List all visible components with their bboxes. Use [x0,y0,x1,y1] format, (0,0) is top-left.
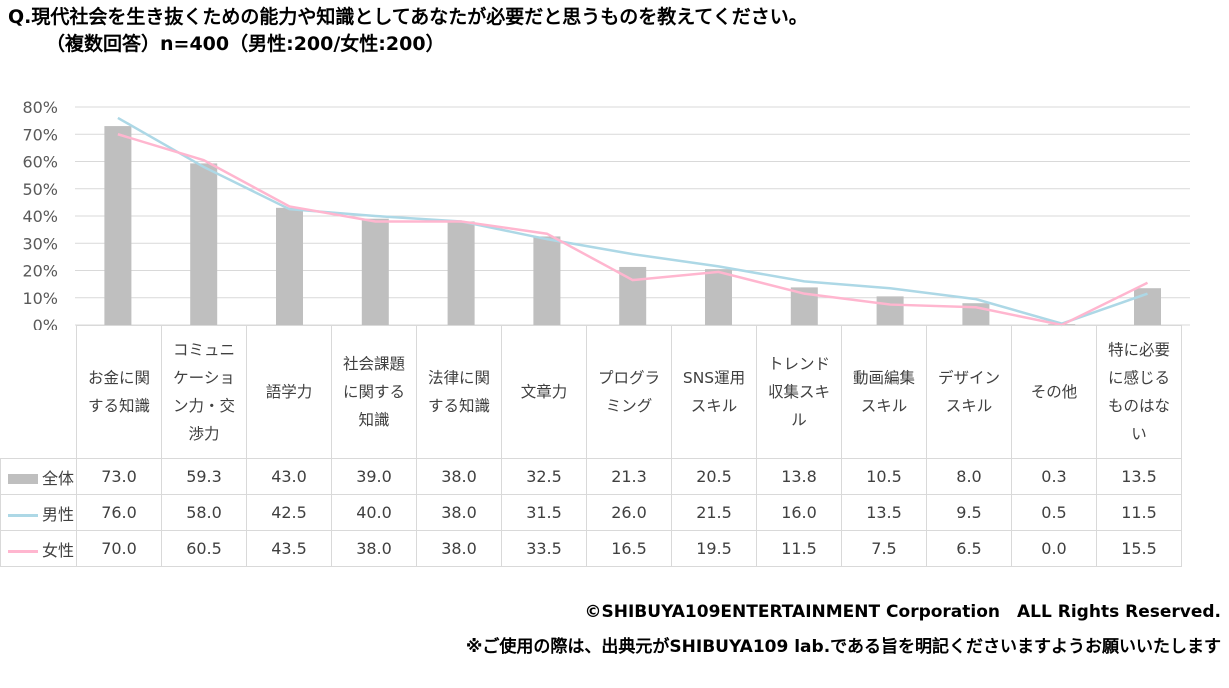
legend-entry: 男性 [0,494,77,531]
legend-label: 全体 [41,468,74,488]
table-row: 男性 76.0 58.0 42.5 40.0 38.0 31.5 26.0 21.5 16.0 13… [0,494,1182,531]
legend-entry: 全体 [0,458,77,495]
title-question: Q.現代社会を生き抜くための能力や知識としてあなたが必要だと思うものを教えてくだ… [8,6,808,28]
data-value: 38.0 [331,530,417,567]
data-value: 13.5 [1096,458,1182,495]
data-value: 60.5 [161,530,247,567]
table-row: 全体 73.0 59.3 43.0 39.0 38.0 32.5 21.3 20.5 13.8 10… [0,458,1182,495]
category-label: お金に関 する知識 [76,325,162,459]
table-row: 女性 70.0 60.5 43.5 38.0 38.0 33.5 16.5 19.5 11.5 7.… [0,530,1182,567]
category-label: コミュニ ケーショ ン力・交 渉力 [161,325,247,459]
category-label: 特に必要 に感じる ものはな い [1096,325,1182,459]
data-value: 38.0 [416,494,502,531]
legend-key [7,474,38,484]
legend-key [7,549,38,553]
bar-6 [619,266,647,325]
bar-4 [447,221,475,325]
data-value: 39.0 [331,458,417,495]
data-value: 11.5 [756,530,842,567]
y-tick-label: 50% [22,180,58,199]
copyright: ©SHIBUYA109ENTERTAINMENT Corporation ALL… [584,602,1221,622]
category-label: プログラ ミング [586,325,672,459]
category-label: 文章力 [501,325,587,459]
category-label: 法律に関 する知識 [416,325,502,459]
data-value: 0.0 [1011,530,1097,567]
data-value: 21.5 [671,494,757,531]
title-sample: （複数回答）n=400（男性:200/女性:200） [46,33,445,55]
data-table: お金に関 する知識 コミュニ ケーショ ン力・交 渉力 語学力 社会課題 に関する 知… [0,325,1182,567]
data-value: 76.0 [76,494,162,531]
line-female [117,133,1149,327]
category-label: SNS運用 スキル [671,325,757,459]
data-value: 9.5 [926,494,1012,531]
data-value: 43.0 [246,458,332,495]
data-value: 73.0 [76,458,162,495]
data-value: 16.5 [586,530,672,567]
y-tick-label: 30% [22,234,58,253]
data-value: 59.3 [161,458,247,495]
data-value: 20.5 [671,458,757,495]
data-value: 21.3 [586,458,672,495]
bar-2 [276,207,303,325]
category-label: トレンド 収集スキ ル [756,325,842,459]
data-value: 0.5 [1011,494,1097,531]
y-tick-label: 10% [22,289,58,308]
data-value: 42.5 [246,494,332,531]
bar-3 [361,218,389,325]
chart-plot: 0%10%20%30%40%50%60%70%80% [22,98,1190,330]
legend-entry: 女性 [0,530,77,567]
usage-note: ※ご使用の際は、出典元がSHIBUYA109 lab.である旨を明記くださいます… [465,637,1221,657]
bar-9 [876,296,904,325]
category-label: 社会課題 に関する 知識 [331,325,417,459]
data-value: 16.0 [756,494,842,531]
data-value: 8.0 [926,458,1012,495]
data-value: 7.5 [841,530,927,567]
legend-key [7,513,38,517]
y-tick-label: 70% [22,125,58,144]
data-value: 70.0 [76,530,162,567]
bar-5 [533,236,561,325]
data-value: 33.5 [501,530,587,567]
category-label: その他 [1011,325,1097,459]
bar-1 [190,163,218,325]
bar-0 [104,126,132,325]
chart-title: Q.現代社会を生き抜くための能力や知識としてあなたが必要だと思うものを教えてくだ… [8,4,808,58]
data-value: 58.0 [161,494,247,531]
bar-7 [705,269,732,325]
y-tick-label: 80% [22,98,58,117]
data-value: 0.3 [1011,458,1097,495]
category-label: 語学力 [246,325,332,459]
data-value: 15.5 [1096,530,1182,567]
category-label: 動画編集 スキル [841,325,927,459]
data-value: 31.5 [501,494,587,531]
data-value: 26.0 [586,494,672,531]
table-corner [0,325,77,459]
data-value: 11.5 [1096,494,1182,531]
data-value: 10.5 [841,458,927,495]
data-value: 38.0 [416,530,502,567]
y-tick-label: 60% [22,153,58,172]
data-value: 32.5 [501,458,587,495]
data-value: 43.5 [246,530,332,567]
category-label: デザイン スキル [926,325,1012,459]
data-value: 13.5 [841,494,927,531]
legend-label: 男性 [41,504,74,524]
legend-label: 女性 [41,540,74,560]
data-value: 6.5 [926,530,1012,567]
data-value: 40.0 [331,494,417,531]
y-tick-label: 20% [22,262,58,281]
data-value: 13.8 [756,458,842,495]
data-value: 38.0 [416,458,502,495]
data-value: 19.5 [671,530,757,567]
line-male [117,116,1148,325]
y-tick-label: 40% [22,207,58,226]
